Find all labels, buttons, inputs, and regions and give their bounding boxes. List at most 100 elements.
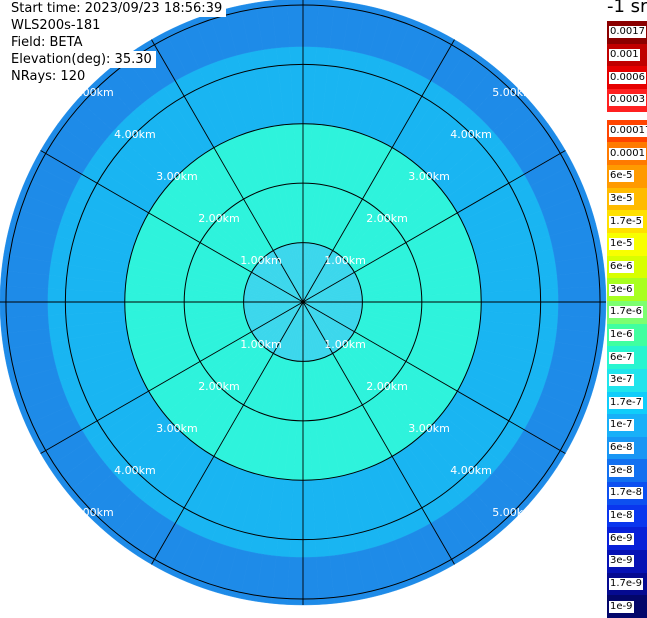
info-panel: Start time: 2023/09/23 18:56:39 WLS200s-…	[0, 0, 227, 85]
colorbar-swatch: 6e-7	[607, 346, 647, 369]
range-label-3km-3: 3.00km	[156, 422, 198, 435]
colorbar-tick-label: 1e-6	[609, 328, 634, 341]
colorbar-swatch: 3e-6	[607, 278, 647, 301]
beta-ray-3-118	[271, 0, 290, 49]
range-label-5km-2: 5.00km	[492, 506, 534, 519]
colorbar-swatch: 1.7e-6	[607, 300, 647, 324]
colorbar-unit-label: -1 sr	[607, 0, 647, 17]
range-label-1km-3: 1.00km	[240, 338, 282, 351]
colorbar-tick-label: 6e-7	[609, 351, 634, 364]
range-label-5km-0: 5.00km	[72, 86, 114, 99]
colorbar-tick-label: 1e-8	[609, 510, 634, 523]
range-label-3km-0: 3.00km	[156, 170, 198, 183]
colorbar-swatch: 3e-5	[607, 187, 647, 211]
colorbar-tick-label: 0.0017	[609, 26, 646, 39]
range-label-1km-0: 1.00km	[240, 254, 282, 267]
colorbar-swatch: 1e-5	[607, 232, 647, 256]
colorbar-tick-label: 3e-9	[609, 555, 634, 568]
azimuth-line-240	[40, 301, 304, 454]
colorbar-swatch: 0.001	[607, 43, 647, 67]
beta-ray-3-119	[286, 0, 304, 48]
colorbar-tick-label: 3e-8	[609, 464, 634, 477]
colorbar-swatch: 3e-7	[607, 368, 647, 392]
colorbar-tick-label: 0.001	[609, 48, 640, 61]
colorbar-swatch: 1.7e-5	[607, 210, 647, 233]
colorbar-swatch: 6e-5	[607, 164, 647, 188]
beta-ray-3-30	[557, 301, 607, 319]
colorbar-swatch: 0.0017	[607, 21, 647, 44]
colorbar-tick-label: 0.0006	[609, 71, 646, 84]
colorbar-swatch: 3e-9	[607, 550, 647, 573]
range-label-4km-0: 4.00km	[114, 128, 156, 141]
azimuth-line-120	[302, 301, 566, 454]
colorbar-swatch: 1e-8	[607, 504, 647, 528]
range-label-3km-1: 3.00km	[408, 170, 450, 183]
range-label-3km-2: 3.00km	[408, 422, 450, 435]
nrays-label: NRays: 120	[0, 68, 90, 85]
colorbar-swatch: 0.0001	[607, 142, 647, 165]
colorbar-tick-label: 0.0003	[609, 94, 646, 107]
elevation-label: Elevation(deg): 35.30	[0, 51, 156, 68]
colorbar-swatch: 0.0006	[607, 66, 647, 89]
range-label-4km-3: 4.00km	[114, 464, 156, 477]
range-tick-labels: 1.00km 1.00km 1.00km 1.00km 2.00km 2.00km 2.00…	[72, 86, 534, 519]
colorbar-tick-label: 3e-6	[609, 283, 634, 296]
colorbar-tick-label: 1.7e-5	[609, 215, 644, 228]
colorbar-swatch: 1e-7	[607, 414, 647, 437]
colorbar: 0.0017 0.001 0.0006 0.0003 0.00017 0.0001 6e-5…	[607, 21, 647, 618]
device-label: WLS200s-181	[0, 17, 105, 34]
colorbar-swatch: 1.7e-8	[607, 482, 647, 505]
beta-ray-3-59	[302, 556, 320, 606]
colorbar-swatch: 3e-8	[607, 459, 647, 483]
range-label-2km-2: 2.00km	[366, 380, 408, 393]
azimuth-line-60	[302, 150, 566, 303]
colorbar-tick-label: 1.7e-9	[609, 578, 644, 591]
range-label-4km-1: 4.00km	[450, 128, 492, 141]
range-label-2km-0: 2.00km	[198, 212, 240, 225]
range-label-5km-3: 5.00km	[72, 506, 114, 519]
colorbar-tick-label: 1.7e-7	[609, 396, 644, 409]
range-label-2km-3: 2.00km	[198, 380, 240, 393]
azimuth-line-330	[151, 39, 304, 303]
range-label-2km-1: 2.00km	[366, 212, 408, 225]
colorbar-tick-label: 6e-6	[609, 260, 634, 273]
colorbar-tick-label: 1.7e-8	[609, 487, 644, 500]
colorbar-tick-label: 1e-7	[609, 419, 634, 432]
azimuth-line-300	[40, 150, 304, 303]
colorbar-tick-label: 3e-5	[609, 192, 634, 205]
beta-ray-3-90	[0, 285, 49, 303]
range-label-5km-1: 5.00km	[492, 86, 534, 99]
colorbar-tick-label: 1e-5	[609, 238, 634, 251]
colorbar-tick-label: 6e-8	[609, 442, 634, 455]
azimuth-line-30	[302, 39, 455, 303]
beta-ray-3-89	[0, 301, 49, 319]
colorbar-swatch: 0.0003	[607, 88, 647, 112]
colorbar-tick-label: 6e-9	[609, 532, 634, 545]
beta-ray-3-29	[557, 285, 607, 303]
colorbar-tick-label: 1.7e-6	[609, 306, 644, 319]
polar-grid	[0, 0, 606, 605]
colorbar-swatch: 6e-8	[607, 436, 647, 460]
range-label-1km-1: 1.00km	[324, 254, 366, 267]
azimuth-line-150	[302, 301, 455, 565]
colorbar-tick-label: 0.0001	[609, 147, 646, 160]
range-label-1km-2: 1.00km	[324, 338, 366, 351]
start-time-label: Start time: 2023/09/23 18:56:39	[0, 0, 227, 17]
colorbar-swatch: 6e-9	[607, 527, 647, 551]
field-label: Field: BETA	[0, 34, 87, 51]
colorbar-tick-label: 3e-7	[609, 374, 634, 387]
azimuth-line-210	[151, 301, 304, 565]
colorbar-tick-label: 0.00017	[609, 124, 647, 137]
range-label-4km-2: 4.00km	[450, 464, 492, 477]
colorbar-swatch: 0.00017	[607, 119, 647, 143]
beta-ray-3-60	[286, 556, 304, 606]
colorbar-swatch: 1.7e-7	[607, 391, 647, 415]
beta-wedges	[0, 0, 607, 606]
colorbar-tick-label: 6e-5	[609, 170, 634, 183]
colorbar-swatch: 6e-6	[607, 255, 647, 279]
colorbar-swatch: 1e-6	[607, 323, 647, 347]
colorbar-gap	[607, 112, 647, 120]
colorbar-swatch: 1.7e-9	[607, 572, 647, 596]
beta-ray-3-0	[302, 0, 320, 48]
